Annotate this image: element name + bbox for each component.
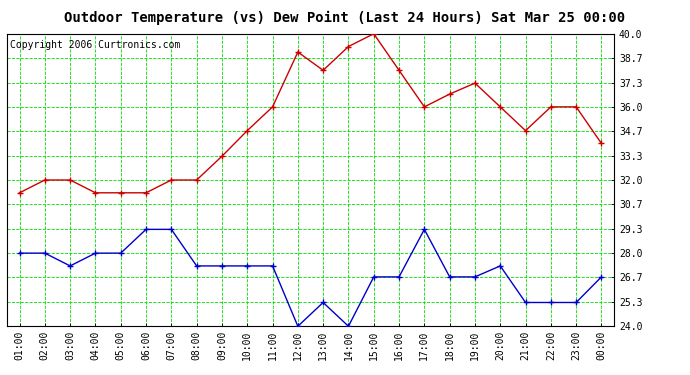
Text: Outdoor Temperature (vs) Dew Point (Last 24 Hours) Sat Mar 25 00:00: Outdoor Temperature (vs) Dew Point (Last… [64,11,626,26]
Text: Copyright 2006 Curtronics.com: Copyright 2006 Curtronics.com [10,40,180,50]
